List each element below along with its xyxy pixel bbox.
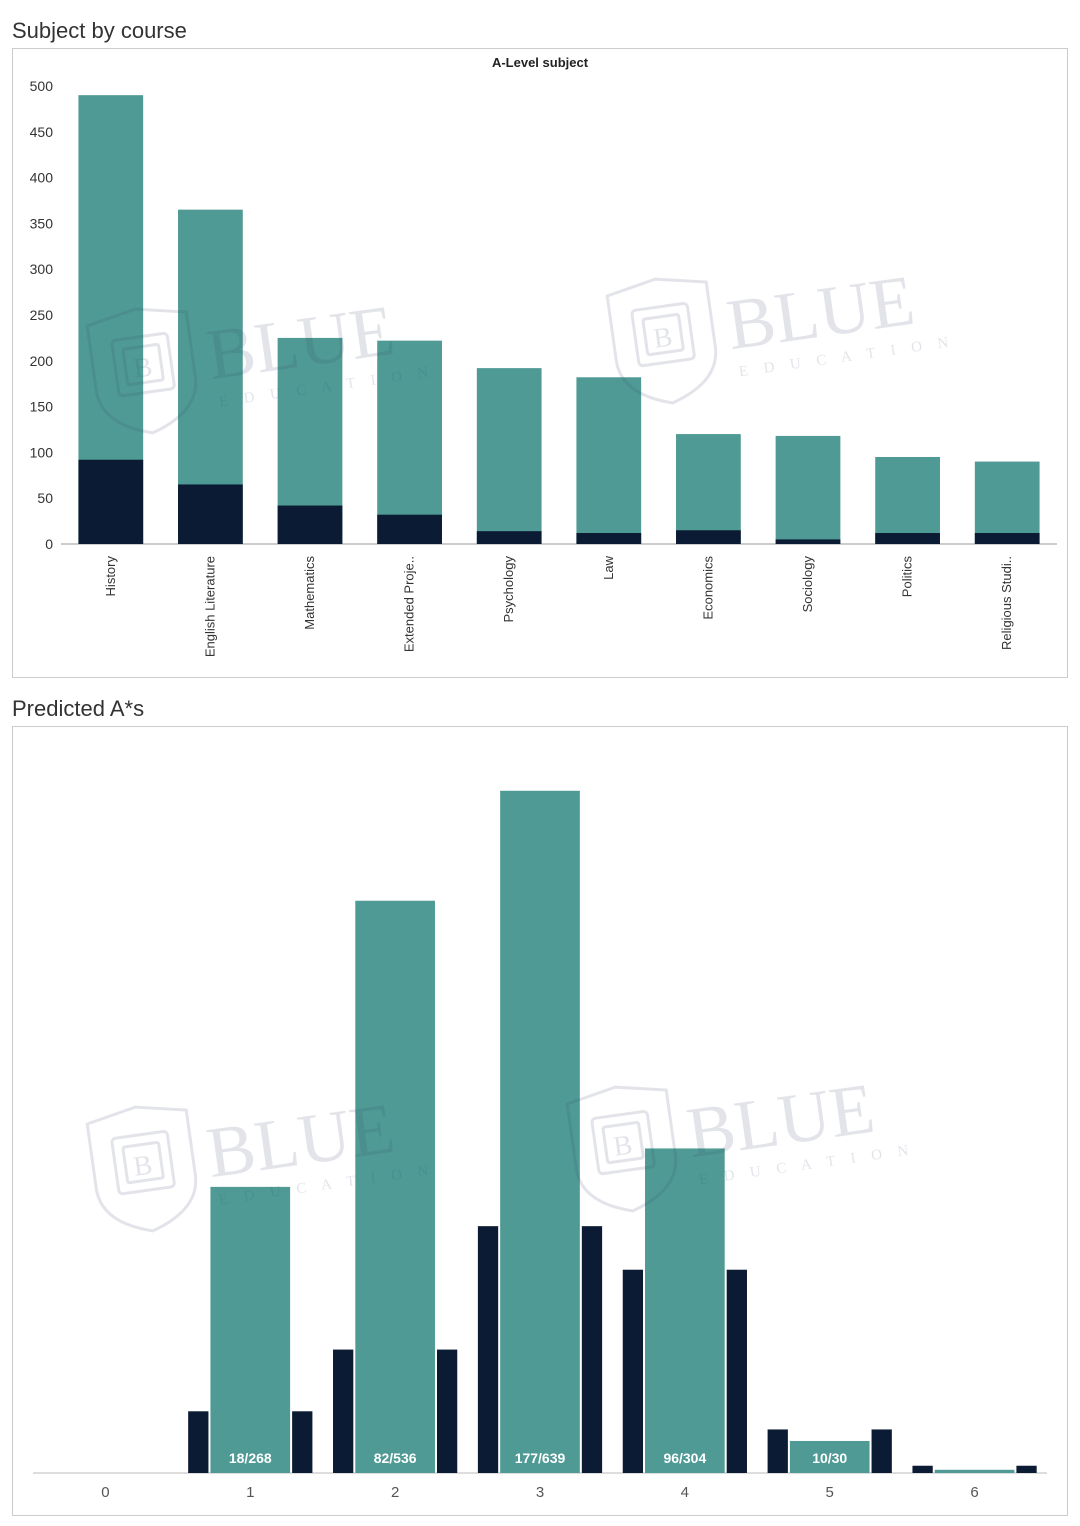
svg-text:Mathematics: Mathematics bbox=[302, 556, 317, 630]
svg-text:Sociology: Sociology bbox=[800, 556, 815, 613]
svg-text:400: 400 bbox=[30, 170, 54, 186]
svg-text:82/536: 82/536 bbox=[374, 1450, 417, 1466]
svg-text:0: 0 bbox=[45, 536, 53, 552]
svg-text:350: 350 bbox=[30, 215, 54, 231]
svg-text:0: 0 bbox=[101, 1484, 109, 1501]
svg-text:250: 250 bbox=[30, 307, 54, 323]
svg-text:Politics: Politics bbox=[900, 556, 915, 598]
chart2-svg: 0 1 2 3 4 5 6 18/268 82/536 177/639 96/304 10/30 bbox=[13, 727, 1067, 1513]
svg-text:4: 4 bbox=[681, 1484, 689, 1501]
svg-text:2: 2 bbox=[391, 1484, 399, 1501]
chart1-subtitle: A-Level subject bbox=[13, 49, 1067, 76]
svg-text:18/268: 18/268 bbox=[229, 1450, 272, 1466]
svg-text:Extended Proje..: Extended Proje.. bbox=[402, 556, 417, 652]
svg-text:3: 3 bbox=[536, 1484, 544, 1501]
svg-text:10/30: 10/30 bbox=[812, 1450, 847, 1466]
svg-text:150: 150 bbox=[30, 399, 54, 415]
svg-text:5: 5 bbox=[826, 1484, 834, 1501]
svg-text:96/304: 96/304 bbox=[663, 1450, 706, 1466]
svg-text:Law: Law bbox=[601, 555, 616, 579]
svg-text:Religious Studi..: Religious Studi.. bbox=[999, 556, 1014, 650]
svg-text:Economics: Economics bbox=[700, 556, 715, 620]
svg-text:1: 1 bbox=[246, 1484, 254, 1501]
chart1-title: Subject by course bbox=[12, 18, 1068, 44]
chart1-container: A-Level subject 0 50 100 150 200 250 300 350 400… bbox=[12, 48, 1068, 678]
svg-text:100: 100 bbox=[30, 444, 54, 460]
chart2-title: Predicted A*s bbox=[12, 696, 1068, 722]
svg-text:6: 6 bbox=[970, 1484, 978, 1501]
svg-text:300: 300 bbox=[30, 261, 54, 277]
svg-text:177/639: 177/639 bbox=[515, 1450, 566, 1466]
chart2-container: 012345618/26882/536177/63996/30410/30 B … bbox=[12, 726, 1068, 1516]
svg-text:50: 50 bbox=[37, 490, 53, 506]
svg-text:English Literature: English Literature bbox=[202, 556, 217, 657]
svg-text:Psychology: Psychology bbox=[501, 556, 516, 623]
svg-text:History: History bbox=[103, 556, 118, 597]
svg-text:500: 500 bbox=[30, 78, 54, 94]
svg-text:200: 200 bbox=[30, 353, 54, 369]
svg-text:450: 450 bbox=[30, 124, 54, 140]
chart1-svg: 0 50 100 150 200 250 300 350 400 450 500 History Eng… bbox=[13, 76, 1067, 674]
